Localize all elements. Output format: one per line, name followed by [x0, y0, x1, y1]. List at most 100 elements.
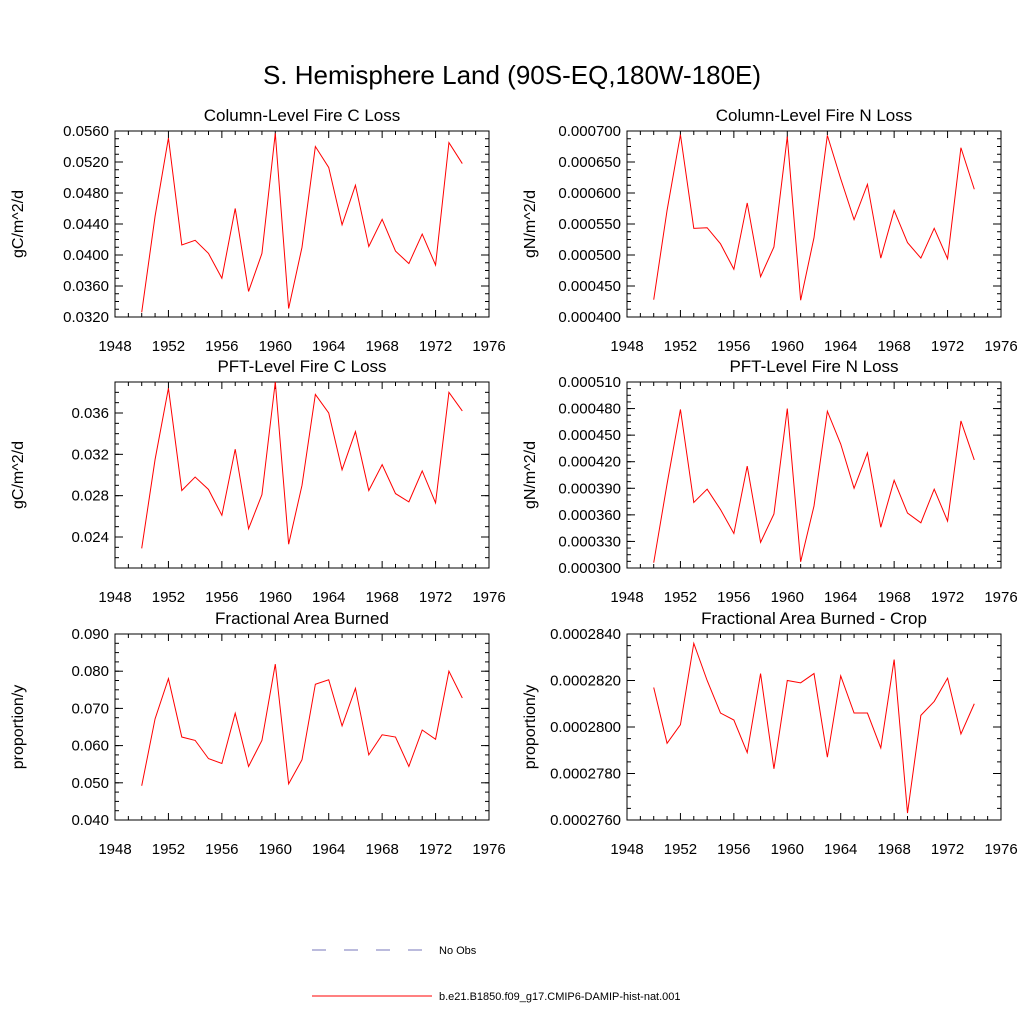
y-tick-label: 0.0360: [63, 278, 109, 295]
x-tick-label: 1976: [472, 589, 505, 606]
y-tick-label: 0.000450: [558, 427, 621, 444]
y-tick-label: 0.028: [71, 488, 109, 505]
panel-2: 1948 1952 1956 1960 1964 1968 1972 1976 0.000400…: [522, 106, 1018, 355]
panel-title: PFT-Level Fire C Loss: [217, 357, 386, 376]
y-tick-label: 0.000500: [558, 247, 621, 264]
x-tick-label: 1976: [472, 338, 505, 355]
x-tick-label: 1960: [771, 589, 804, 606]
series-line: [653, 134, 975, 301]
x-tick-label: 1956: [205, 841, 238, 858]
panel-title: PFT-Level Fire N Loss: [729, 357, 898, 376]
x-tick-label: 1960: [259, 589, 292, 606]
x-tick-label: 1952: [664, 338, 697, 355]
panel-title: Fractional Area Burned - Crop: [701, 609, 927, 628]
legend-label-model: b.e21.B1850.f09_g17.CMIP6-DAMIP-hist-nat…: [439, 991, 681, 1003]
y-tick-label: 0.000700: [558, 123, 621, 140]
panel-title: Fractional Area Burned: [215, 609, 389, 628]
y-tick-label: 0.0440: [63, 216, 109, 233]
y-axis-label: gN/m^2/d: [522, 441, 539, 509]
y-tick-label: 0.090: [71, 626, 109, 643]
y-tick-label: 0.000390: [558, 480, 621, 497]
x-tick-label: 1948: [98, 338, 131, 355]
x-tick-label: 1956: [717, 338, 750, 355]
legend: No Obs b.e21.B1850.f09_g17.CMIP6-DAMIP-h…: [312, 945, 681, 1003]
x-tick-label: 1968: [877, 338, 910, 355]
x-tick-label: 1968: [365, 589, 398, 606]
plot-frame: [626, 633, 1002, 821]
panel-6: 1948 1952 1956 1960 1964 1968 1972 1976 0.000276…: [522, 609, 1018, 858]
y-tick-label: 0.0002800: [550, 719, 621, 736]
plot-frame: [626, 130, 1002, 318]
figure-title: S. Hemisphere Land (90S-EQ,180W-180E): [263, 60, 761, 90]
series-line: [141, 381, 463, 549]
x-tick-label: 1956: [717, 589, 750, 606]
x-tick-label: 1972: [419, 589, 452, 606]
y-tick-label: 0.0002760: [550, 812, 621, 829]
y-tick-label: 0.050: [71, 775, 109, 792]
x-tick-label: 1948: [98, 841, 131, 858]
y-tick-label: 0.000330: [558, 533, 621, 550]
plot-frame: [114, 633, 490, 821]
y-axis-label: gC/m^2/d: [10, 190, 27, 258]
x-tick-label: 1964: [824, 841, 857, 858]
y-tick-label: 0.000360: [558, 507, 621, 524]
y-tick-label: 0.000510: [558, 374, 621, 391]
x-tick-label: 1964: [312, 589, 345, 606]
panel-3: 1948 1952 1956 1960 1964 1968 1972 1976 0.024 0.0…: [10, 357, 506, 606]
x-tick-label: 1952: [152, 841, 185, 858]
y-axis-label: gC/m^2/d: [10, 441, 27, 509]
x-tick-label: 1972: [419, 338, 452, 355]
x-tick-label: 1968: [877, 841, 910, 858]
y-axis-label: proportion/y: [522, 685, 539, 770]
x-tick-label: 1948: [610, 841, 643, 858]
x-tick-label: 1972: [931, 338, 964, 355]
x-tick-label: 1956: [717, 841, 750, 858]
plot-frame: [626, 381, 1002, 569]
x-tick-label: 1960: [259, 841, 292, 858]
x-tick-label: 1960: [771, 338, 804, 355]
y-tick-label: 0.040: [71, 812, 109, 829]
y-tick-label: 0.000480: [558, 401, 621, 418]
y-tick-label: 0.000400: [558, 309, 621, 326]
x-tick-label: 1960: [259, 338, 292, 355]
panel-title: Column-Level Fire N Loss: [716, 106, 913, 125]
y-tick-label: 0.000650: [558, 154, 621, 171]
x-tick-label: 1960: [771, 841, 804, 858]
y-tick-label: 0.0002840: [550, 626, 621, 643]
y-tick-label: 0.000300: [558, 560, 621, 577]
y-tick-label: 0.0560: [63, 123, 109, 140]
y-tick-label: 0.0002780: [550, 766, 621, 783]
x-tick-label: 1976: [984, 589, 1017, 606]
x-tick-label: 1964: [824, 589, 857, 606]
x-tick-label: 1948: [98, 589, 131, 606]
y-tick-label: 0.024: [71, 529, 109, 546]
legend-label-no-obs: No Obs: [439, 945, 477, 957]
y-tick-label: 0.000450: [558, 278, 621, 295]
panel-4: 1948 1952 1956 1960 1964 1968 1972 1976 0.000300…: [522, 357, 1018, 606]
panel-title: Column-Level Fire C Loss: [204, 106, 401, 125]
y-tick-label: 0.0320: [63, 309, 109, 326]
x-tick-label: 1948: [610, 338, 643, 355]
y-tick-label: 0.0480: [63, 185, 109, 202]
x-tick-label: 1952: [664, 589, 697, 606]
y-axis-label: gN/m^2/d: [522, 190, 539, 258]
x-tick-label: 1976: [984, 338, 1017, 355]
x-tick-label: 1968: [877, 589, 910, 606]
x-tick-label: 1976: [472, 841, 505, 858]
x-tick-label: 1968: [365, 841, 398, 858]
y-tick-label: 0.0002820: [550, 673, 621, 690]
y-tick-label: 0.032: [71, 446, 109, 463]
series-line: [653, 641, 975, 814]
y-axis-label: proportion/y: [10, 685, 27, 770]
x-tick-label: 1952: [152, 589, 185, 606]
x-tick-label: 1952: [152, 338, 185, 355]
panel-1: 1948 1952 1956 1960 1964 1968 1972 1976 0.0320 0.…: [10, 106, 506, 355]
y-tick-label: 0.070: [71, 700, 109, 717]
y-tick-label: 0.000600: [558, 185, 621, 202]
x-tick-label: 1964: [312, 841, 345, 858]
y-tick-label: 0.060: [71, 738, 109, 755]
x-tick-label: 1972: [419, 841, 452, 858]
series-line: [141, 664, 463, 786]
series-line: [141, 133, 463, 313]
